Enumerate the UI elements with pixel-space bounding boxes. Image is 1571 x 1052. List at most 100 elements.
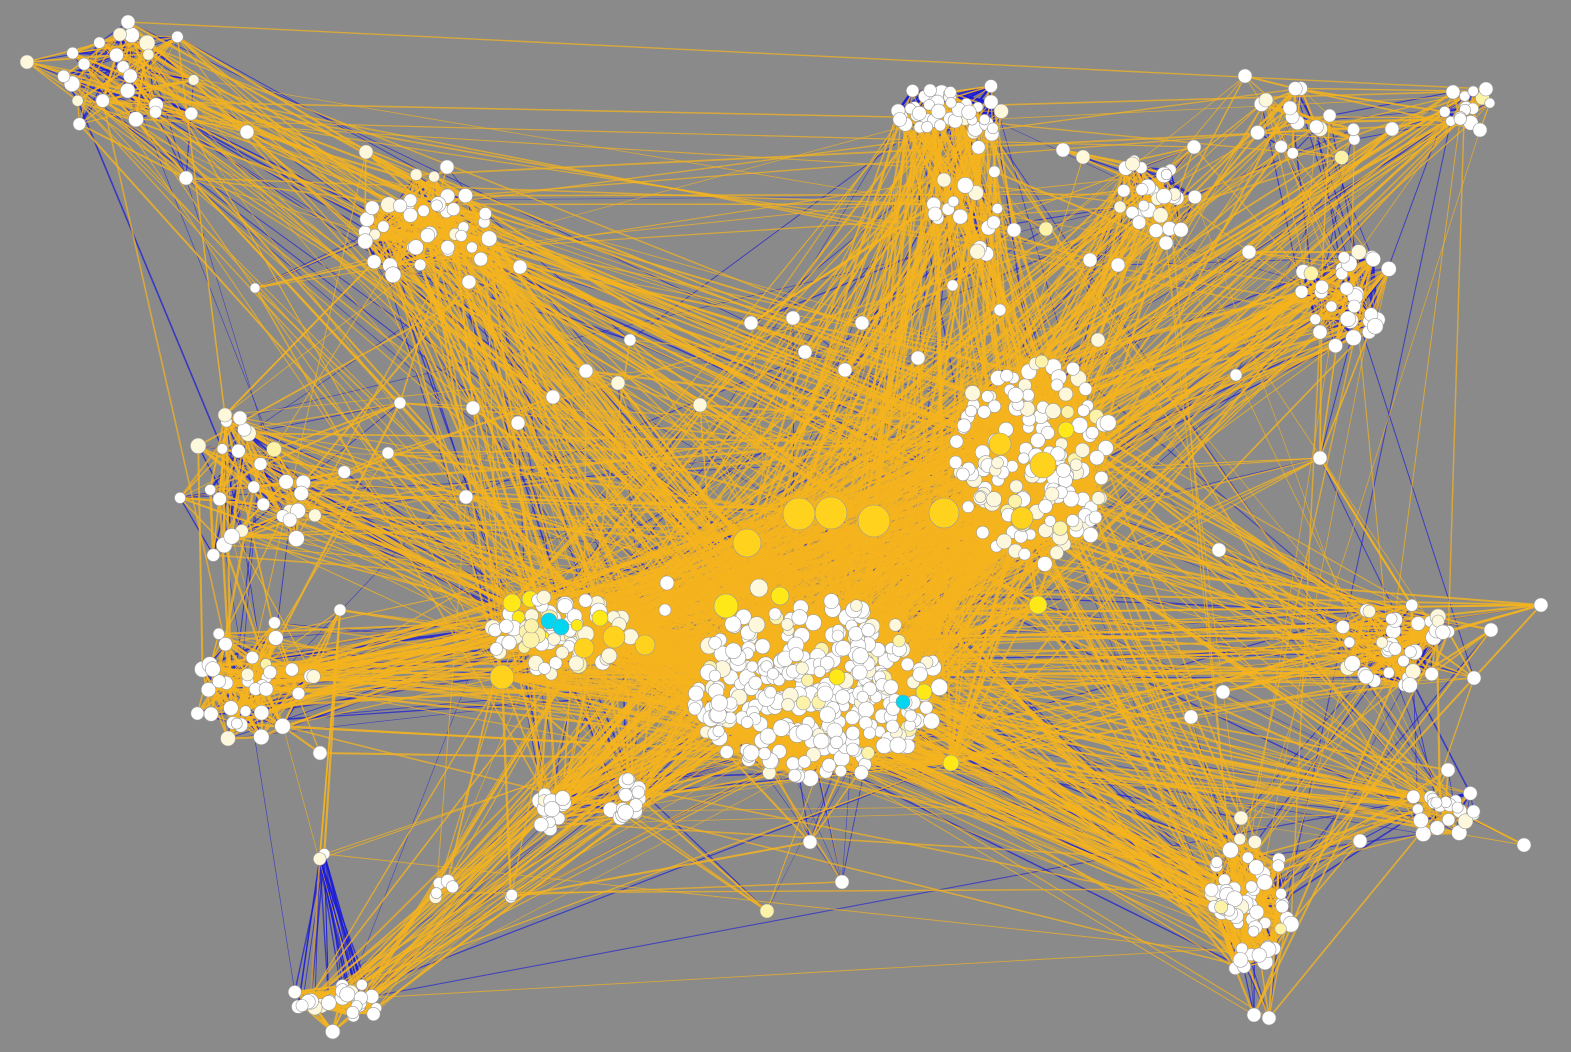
graph-node[interactable]: [190, 706, 205, 721]
graph-node[interactable]: [758, 747, 772, 761]
graph-node[interactable]: [861, 746, 875, 760]
graph-node[interactable]: [223, 528, 240, 545]
graph-node[interactable]: [293, 485, 309, 502]
graph-node[interactable]: [473, 251, 488, 267]
graph-node[interactable]: [268, 616, 281, 630]
graph-node[interactable]: [439, 159, 455, 175]
graph-node[interactable]: [1160, 168, 1173, 181]
graph-node[interactable]: [178, 170, 194, 186]
graph-node[interactable]: [986, 491, 1002, 508]
graph-node[interactable]: [313, 852, 327, 866]
graph-node[interactable]: [1044, 515, 1056, 527]
graph-node[interactable]: [499, 619, 514, 634]
graph-node[interactable]: [1247, 925, 1260, 938]
graph-node[interactable]: [1094, 470, 1109, 485]
graph-hub-node[interactable]: [942, 754, 960, 772]
graph-node[interactable]: [253, 728, 270, 746]
graph-node[interactable]: [911, 106, 927, 121]
graph-node[interactable]: [813, 732, 830, 750]
graph-node[interactable]: [174, 491, 186, 504]
graph-hub-node[interactable]: [1028, 595, 1048, 615]
graph-node[interactable]: [366, 254, 382, 270]
graph-node[interactable]: [1058, 386, 1074, 402]
graph-node[interactable]: [1405, 598, 1419, 612]
graph-node[interactable]: [819, 706, 836, 724]
graph-node[interactable]: [930, 103, 947, 119]
graph-node[interactable]: [956, 467, 970, 482]
graph-node[interactable]: [384, 266, 402, 284]
graph-node[interactable]: [795, 723, 813, 741]
graph-node[interactable]: [414, 258, 427, 272]
graph-node[interactable]: [692, 397, 708, 413]
graph-node[interactable]: [489, 642, 503, 656]
graph-node[interactable]: [1351, 244, 1367, 260]
graph-node[interactable]: [1343, 636, 1356, 649]
graph-node[interactable]: [1282, 100, 1298, 116]
graph-node[interactable]: [834, 764, 847, 778]
graph-node[interactable]: [512, 259, 528, 275]
graph-node[interactable]: [1088, 510, 1103, 525]
graph-node[interactable]: [357, 233, 374, 250]
graph-node[interactable]: [1186, 139, 1202, 155]
graph-node[interactable]: [1085, 426, 1099, 440]
graph-node[interactable]: [993, 103, 1009, 119]
graph-node[interactable]: [1125, 156, 1140, 172]
graph-node[interactable]: [1229, 368, 1243, 382]
graph-node[interactable]: [987, 122, 999, 135]
graph-node[interactable]: [1388, 642, 1402, 656]
graph-node[interactable]: [988, 165, 1001, 178]
graph-node[interactable]: [1483, 622, 1499, 638]
graph-node[interactable]: [1271, 859, 1285, 873]
graph-node[interactable]: [1077, 404, 1090, 417]
graph-node[interactable]: [291, 686, 306, 701]
graph-hub-node[interactable]: [770, 586, 790, 606]
graph-node[interactable]: [961, 500, 975, 513]
graph-node[interactable]: [247, 480, 261, 494]
graph-node[interactable]: [956, 418, 972, 433]
graph-node[interactable]: [288, 530, 305, 547]
graph-node[interactable]: [1385, 612, 1398, 625]
graph-node[interactable]: [212, 491, 227, 507]
graph-node[interactable]: [1233, 832, 1247, 846]
graph-node[interactable]: [883, 679, 899, 695]
graph-node[interactable]: [984, 79, 998, 93]
graph-node[interactable]: [1113, 200, 1127, 214]
graph-node[interactable]: [1309, 119, 1324, 135]
graph-node[interactable]: [71, 94, 84, 107]
graph-node[interactable]: [688, 702, 702, 716]
graph-node[interactable]: [1018, 547, 1031, 561]
graph-node[interactable]: [212, 674, 226, 689]
graph-node[interactable]: [420, 228, 436, 244]
graph-node[interactable]: [1478, 81, 1494, 97]
graph-node[interactable]: [746, 660, 759, 673]
graph-hub-node[interactable]: [928, 497, 960, 529]
graph-node[interactable]: [853, 765, 869, 781]
graph-node[interactable]: [1204, 882, 1219, 897]
graph-node[interactable]: [116, 60, 130, 74]
graph-node[interactable]: [510, 415, 526, 431]
graph-node[interactable]: [1347, 123, 1361, 137]
graph-node[interactable]: [253, 457, 268, 471]
graph-node[interactable]: [521, 630, 540, 649]
graph-node[interactable]: [119, 82, 136, 99]
graph-node[interactable]: [249, 282, 261, 294]
graph-node[interactable]: [910, 350, 926, 366]
graph-node[interactable]: [1303, 265, 1319, 281]
graph-node[interactable]: [1445, 84, 1461, 100]
graph-node[interactable]: [258, 681, 274, 697]
graph-node[interactable]: [287, 985, 302, 999]
graph-node[interactable]: [996, 533, 1013, 550]
graph-node[interactable]: [802, 834, 818, 850]
graph-node[interactable]: [568, 655, 585, 672]
graph-node[interactable]: [1009, 479, 1024, 494]
graph-node[interactable]: [446, 880, 459, 894]
graph-node[interactable]: [892, 634, 906, 648]
graph-node[interactable]: [536, 590, 552, 605]
graph-node[interactable]: [797, 344, 813, 360]
graph-node[interactable]: [570, 619, 584, 632]
graph-node[interactable]: [892, 112, 907, 127]
graph-node[interactable]: [554, 790, 571, 807]
graph-node[interactable]: [142, 48, 155, 61]
graph-node[interactable]: [1358, 669, 1374, 685]
graph-node[interactable]: [93, 36, 106, 49]
